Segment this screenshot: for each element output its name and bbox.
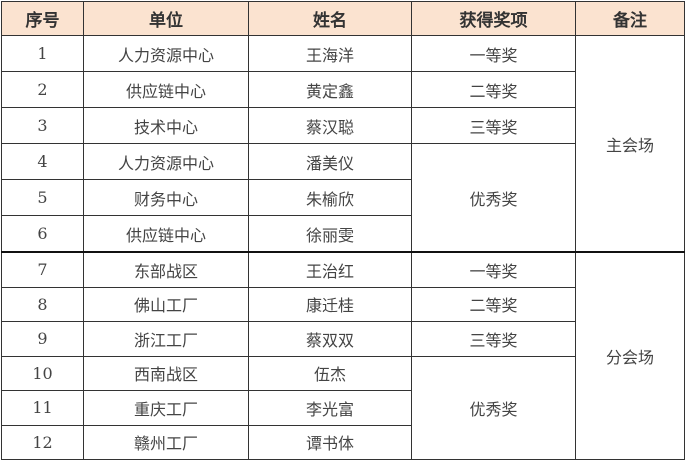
table-row: 1 人力资源中心 王海洋 一等奖 主会场 [1, 35, 685, 253]
table-row: 12 赣州工厂 谭书体 [1, 424, 685, 460]
table-row: 10 西南战区 伍杰 优秀奖 [1, 355, 685, 460]
cell-name: 朱榆欣 [248, 179, 412, 216]
cell-name: 徐丽雯 [248, 215, 412, 253]
cell-no: 1 [1, 35, 84, 72]
cell-no: 2 [1, 71, 84, 108]
cell-unit: 技术中心 [83, 107, 249, 144]
cell-no: 10 [1, 355, 84, 391]
header-remark: 备注 [575, 1, 685, 36]
header-award: 获得奖项 [411, 1, 576, 36]
cell-no: 12 [1, 424, 84, 460]
cell-unit: 东部战区 [83, 251, 249, 288]
cell-name: 王海洋 [248, 35, 412, 72]
cell-no: 3 [1, 107, 84, 144]
cell-award: 三等奖 [411, 107, 576, 144]
cell-unit: 人力资源中心 [83, 143, 249, 180]
cell-award: 优秀奖 [411, 355, 576, 460]
table-row: 3 技术中心 蔡汉聪 三等奖 [1, 107, 685, 144]
cell-unit: 佛山工厂 [83, 286, 249, 322]
cell-unit: 赣州工厂 [83, 424, 249, 460]
cell-name: 蔡双双 [248, 321, 412, 357]
cell-name: 谭书体 [248, 424, 412, 460]
cell-award: 三等奖 [411, 321, 576, 357]
cell-unit: 重庆工厂 [83, 390, 249, 426]
cell-name: 王治红 [248, 251, 412, 288]
cell-remark: 主会场 [575, 35, 685, 253]
table-row: 7 东部战区 王治红 一等奖 分会场 [1, 251, 685, 460]
cell-name: 李光富 [248, 390, 412, 426]
cell-award: 一等奖 [411, 251, 576, 288]
cell-unit: 供应链中心 [83, 71, 249, 108]
table-row: 5 财务中心 朱榆欣 [1, 179, 685, 216]
cell-award: 二等奖 [411, 71, 576, 108]
cell-remark: 分会场 [575, 251, 685, 460]
cell-no: 8 [1, 286, 84, 322]
table-row: 4 人力资源中心 潘美仪 优秀奖 [1, 143, 685, 253]
cell-name: 康迁桂 [248, 286, 412, 322]
header-row: 序号 单位 姓名 获得奖项 备注 [1, 1, 685, 36]
cell-unit: 财务中心 [83, 179, 249, 216]
table-row: 6 供应链中心 徐丽雯 [1, 215, 685, 253]
cell-name: 潘美仪 [248, 143, 412, 180]
cell-unit: 浙江工厂 [83, 321, 249, 357]
cell-name: 伍杰 [248, 355, 412, 391]
cell-no: 11 [1, 390, 84, 426]
cell-unit: 供应链中心 [83, 215, 249, 253]
cell-award: 二等奖 [411, 286, 576, 322]
table-row: 9 浙江工厂 蔡双双 三等奖 [1, 321, 685, 357]
cell-award: 一等奖 [411, 35, 576, 72]
cell-unit: 西南战区 [83, 355, 249, 391]
table-row: 8 佛山工厂 康迁桂 二等奖 [1, 286, 685, 322]
cell-no: 9 [1, 321, 84, 357]
header-unit: 单位 [83, 1, 249, 36]
cell-name: 蔡汉聪 [248, 107, 412, 144]
cell-no: 4 [1, 143, 84, 180]
cell-no: 7 [1, 251, 84, 288]
header-name: 姓名 [248, 1, 412, 36]
cell-unit: 人力资源中心 [83, 35, 249, 72]
cell-award: 优秀奖 [411, 143, 576, 253]
cell-no: 5 [1, 179, 84, 216]
header-no: 序号 [1, 1, 84, 36]
cell-no: 6 [1, 215, 84, 253]
cell-name: 黄定鑫 [248, 71, 412, 108]
